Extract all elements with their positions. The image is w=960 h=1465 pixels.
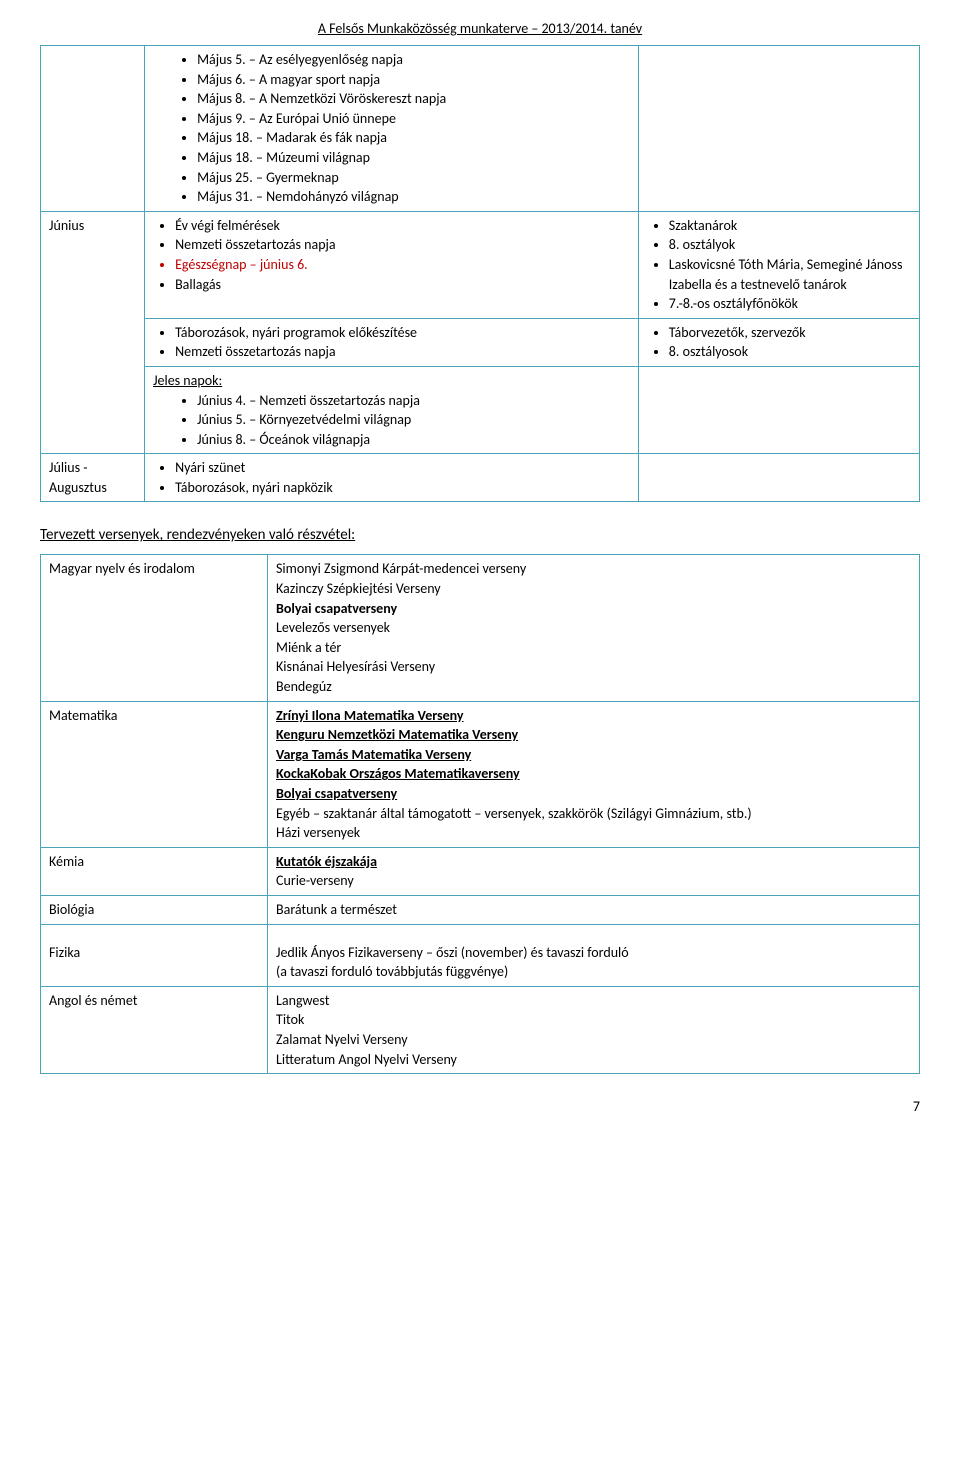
june-block2-right: Táborvezetők, szervezők8. osztályosok	[638, 318, 919, 366]
competition-item: Bolyai csapatverseny	[276, 784, 911, 804]
list-item: Laskovicsné Tóth Mária, Semeginé Jánoss …	[669, 255, 911, 294]
table-row: KémiaKutatók éjszakájaCurie-verseny	[41, 847, 920, 895]
competition-item: Curie-verseny	[276, 871, 911, 891]
competition-item: Bendegúz	[276, 677, 911, 697]
competition-item: Levelezős versenyek	[276, 618, 911, 638]
competition-item: Kutatók éjszakája	[276, 852, 911, 872]
list-item: Május 8. – A Nemzetközi Vöröskereszt nap…	[197, 89, 630, 109]
list-item: Egészségnap – június 6.	[175, 255, 630, 275]
competition-item: (a tavaszi forduló továbbjutás függvénye…	[276, 962, 911, 982]
june-jeles-right-empty	[638, 366, 919, 453]
month-cell-empty	[41, 46, 145, 212]
jeles-napok-label: Jeles napok:	[153, 371, 630, 391]
competition-item: Miénk a tér	[276, 638, 911, 658]
table-row: Angol és németLangwestTitokZalamat Nyelv…	[41, 986, 920, 1073]
june-jeles: Jeles napok: Június 4. – Nemzeti összeta…	[145, 366, 639, 453]
july-activities: Nyári szünetTáborozások, nyári napközik	[145, 454, 639, 502]
competition-item: Titok	[276, 1010, 911, 1030]
may-activities: Május 5. – Az esélyegyenlőség napjaMájus…	[145, 46, 639, 212]
list-item: Szaktanárok	[669, 216, 911, 236]
list-item: Május 9. – Az Európai Unió ünnepe	[197, 109, 630, 129]
competition-item: Zalamat Nyelvi Verseny	[276, 1030, 911, 1050]
competition-item: Varga Tamás Matematika Verseny	[276, 745, 911, 765]
subject-cell: Kémia	[41, 847, 268, 895]
list-item: Év végi felmérések	[175, 216, 630, 236]
competition-item: Házi versenyek	[276, 823, 911, 843]
competition-item: Bolyai csapatverseny	[276, 599, 911, 619]
subject-cell: Matematika	[41, 701, 268, 847]
month-cell-july: Július - Augusztus	[41, 454, 145, 502]
list-item: Május 6. – A magyar sport napja	[197, 70, 630, 90]
page-number: 7	[40, 1098, 920, 1115]
list-item: Május 31. – Nemdohányzó világnap	[197, 187, 630, 207]
list-item: 8. osztályok	[669, 235, 911, 255]
competition-item: Barátunk a természet	[276, 900, 911, 920]
table-row: Biológia Barátunk a természet	[41, 895, 920, 924]
june-block1-right: Szaktanárok8. osztályokLaskovicsné Tóth …	[638, 211, 919, 318]
table-row: Magyar nyelv és irodalomSimonyi Zsigmond…	[41, 555, 920, 701]
items-cell: Kutatók éjszakájaCurie-verseny	[268, 847, 920, 895]
items-cell: Zrínyi Ilona Matematika VersenyKenguru N…	[268, 701, 920, 847]
list-item: Május 5. – Az esélyegyenlőség napja	[197, 50, 630, 70]
table-row: Táborozások, nyári programok előkészítés…	[41, 318, 920, 366]
subject-cell: Fizika	[41, 924, 268, 986]
list-item: Június 4. – Nemzeti összetartozás napja	[197, 391, 630, 411]
list-item: Nemzeti összetartozás napja	[175, 235, 630, 255]
schedule-table: Május 5. – Az esélyegyenlőség napjaMájus…	[40, 45, 920, 502]
competition-item: Zrínyi Ilona Matematika Verseny	[276, 706, 911, 726]
june-block2-left: Táborozások, nyári programok előkészítés…	[145, 318, 639, 366]
items-cell: Jedlik Ányos Fizikaverseny – őszi (novem…	[268, 924, 920, 986]
list-item: Június 8. – Óceánok világnapja	[197, 430, 630, 450]
competitions-title: Tervezett versenyek, rendezvényeken való…	[40, 526, 920, 544]
table-row: Fizika Jedlik Ányos Fizikaverseny – őszi …	[41, 924, 920, 986]
competition-item: Langwest	[276, 991, 911, 1011]
subject-cell: Angol és német	[41, 986, 268, 1073]
items-cell: Simonyi Zsigmond Kárpát-medencei verseny…	[268, 555, 920, 701]
items-cell: LangwestTitokZalamat Nyelvi VersenyLitte…	[268, 986, 920, 1073]
competition-item: Jedlik Ányos Fizikaverseny – őszi (novem…	[276, 943, 911, 963]
list-item: Táborvezetők, szervezők	[669, 323, 911, 343]
list-item: Június 5. – Környezetvédelmi világnap	[197, 410, 630, 430]
competition-item: Kisnánai Helyesírási Verseny	[276, 657, 911, 677]
table-row: Június Év végi felmérésekNemzeti összeta…	[41, 211, 920, 318]
june-block1-left: Év végi felmérésekNemzeti összetartozás …	[145, 211, 639, 318]
table-row: MatematikaZrínyi Ilona Matematika Versen…	[41, 701, 920, 847]
competition-item: Kazinczy Szépkiejtési Verseny	[276, 579, 911, 599]
list-item: Május 18. – Múzeumi világnap	[197, 148, 630, 168]
july-right-empty	[638, 454, 919, 502]
competitions-table: Magyar nyelv és irodalomSimonyi Zsigmond…	[40, 554, 920, 1074]
list-item: Nemzeti összetartozás napja	[175, 342, 630, 362]
subject-cell: Biológia	[41, 895, 268, 924]
table-row: Jeles napok: Június 4. – Nemzeti összeta…	[41, 366, 920, 453]
list-item: Táborozások, nyári programok előkészítés…	[175, 323, 630, 343]
list-item: Május 18. – Madarak és fák napja	[197, 128, 630, 148]
table-row: Július - Augusztus Nyári szünetTáborozás…	[41, 454, 920, 502]
list-item: Május 25. – Gyermeknap	[197, 168, 630, 188]
list-item: Nyári szünet	[175, 458, 630, 478]
competition-item: Egyéb – szaktanár által támogatott – ver…	[276, 804, 911, 824]
list-item: 7.-8.-os osztályfőnökök	[669, 294, 911, 314]
competition-item: Simonyi Zsigmond Kárpát-medencei verseny	[276, 559, 911, 579]
competition-item: KockaKobak Országos Matematikaverseny	[276, 764, 911, 784]
competition-item: Kenguru Nemzetközi Matematika Verseny	[276, 725, 911, 745]
list-item: 8. osztályosok	[669, 342, 911, 362]
list-item: Táborozások, nyári napközik	[175, 478, 630, 498]
items-cell: Barátunk a természet	[268, 895, 920, 924]
page-header: A Felsős Munkaközösség munkaterve – 2013…	[40, 20, 920, 37]
list-item: Ballagás	[175, 275, 630, 295]
competition-item: Litteratum Angol Nyelvi Verseny	[276, 1050, 911, 1070]
may-right-empty	[638, 46, 919, 212]
subject-cell: Magyar nyelv és irodalom	[41, 555, 268, 701]
table-row: Május 5. – Az esélyegyenlőség napjaMájus…	[41, 46, 920, 212]
month-cell-june: Június	[41, 211, 145, 454]
